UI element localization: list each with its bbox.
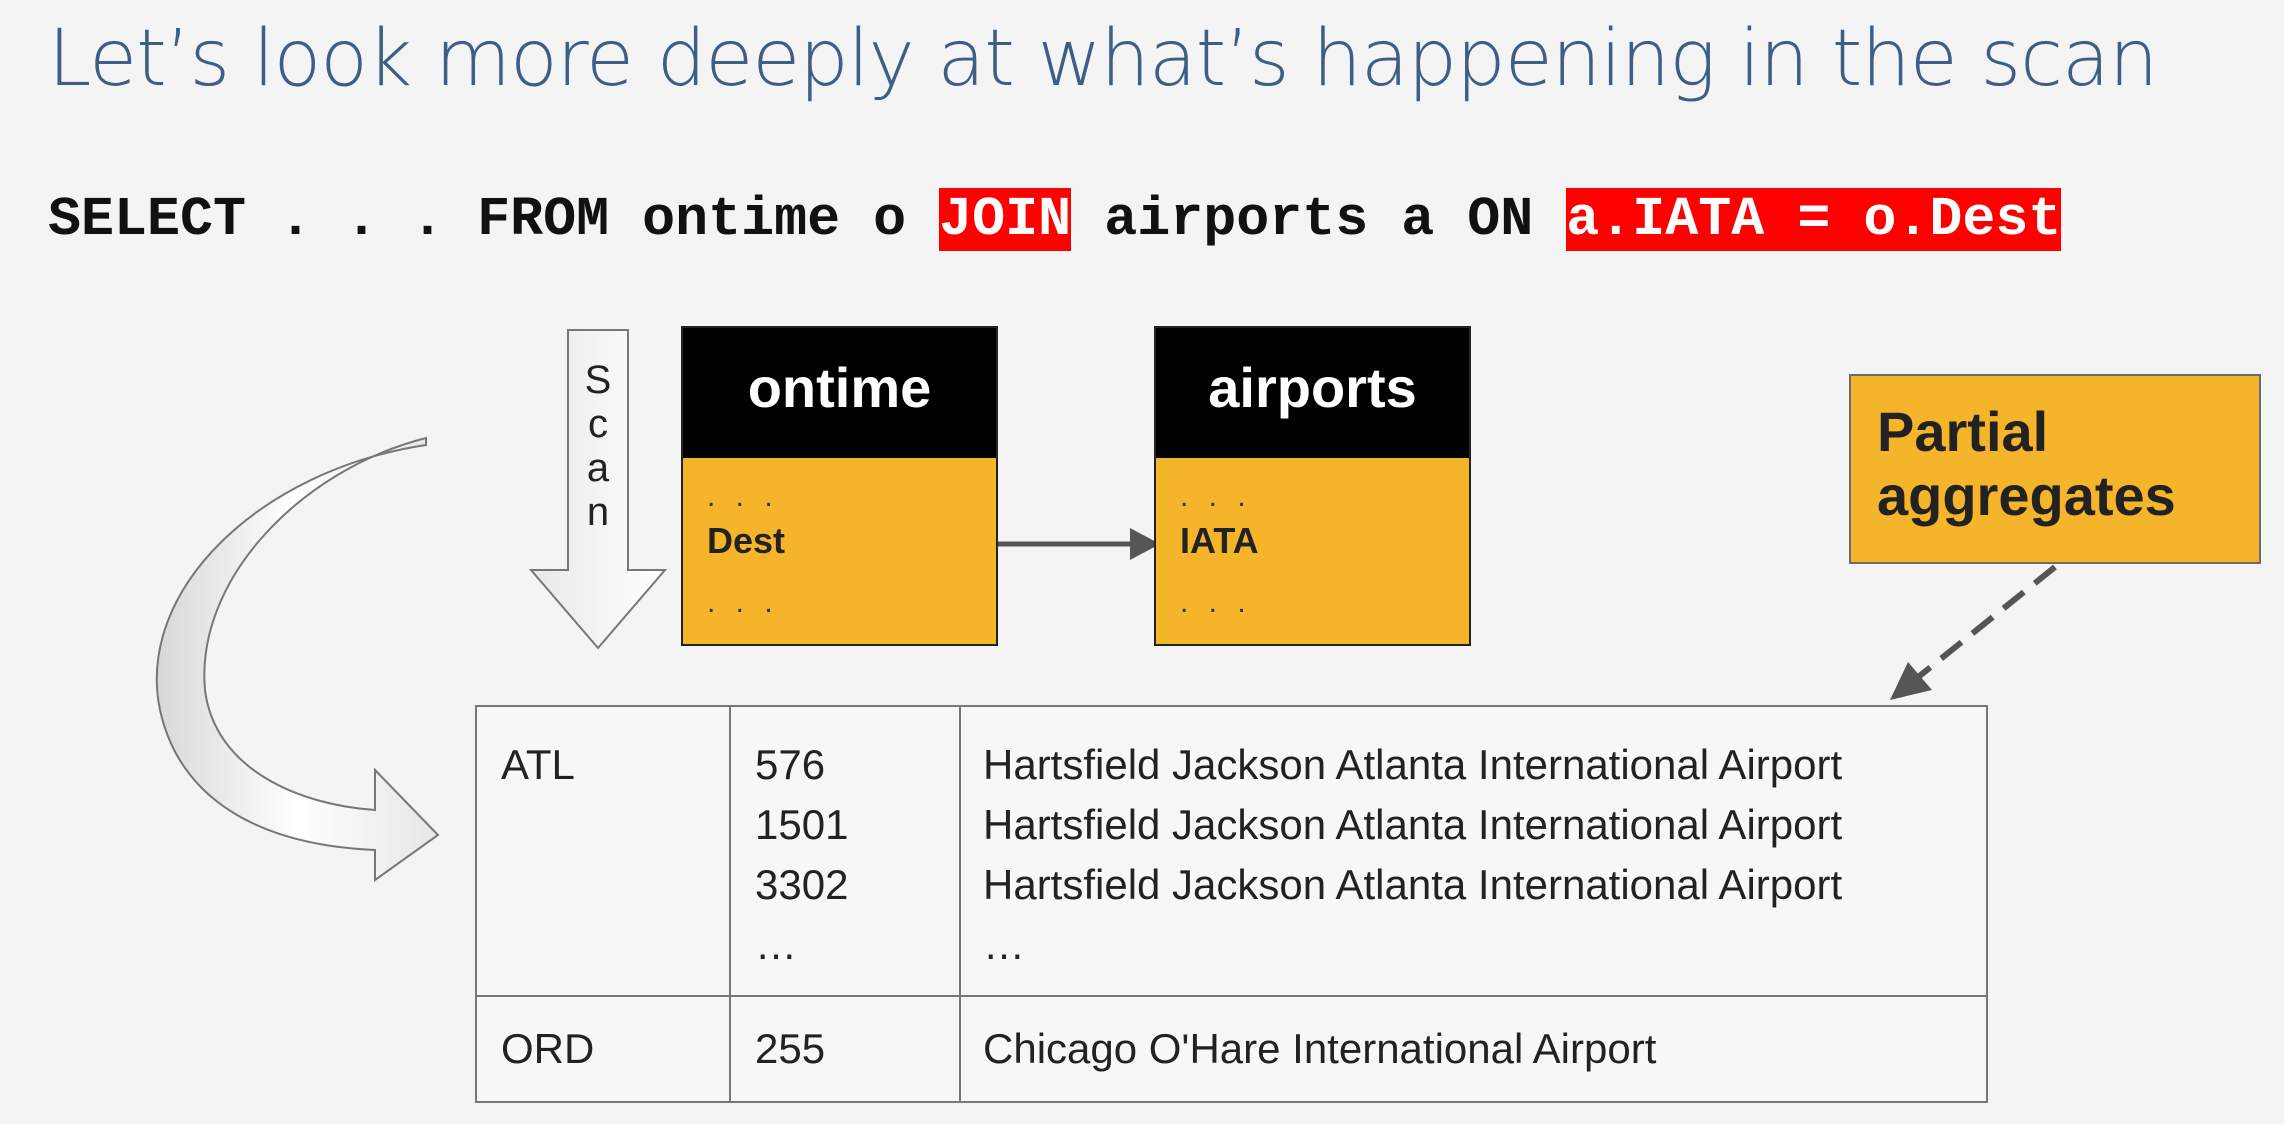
airports-dots-bottom: . . .: [1180, 586, 1252, 619]
scan-letter: n: [586, 490, 610, 534]
partial-aggregates-line2: aggregates: [1877, 464, 2176, 527]
table-row: ORD 255 Chicago O'Hare International Air…: [475, 995, 1988, 1103]
flight-ids-cell: 255: [729, 995, 961, 1103]
ontime-dots-top: . . .: [707, 480, 779, 513]
airports-table-body: . . . IATA . . .: [1156, 458, 1469, 644]
partial-aggregates-box: Partial aggregates: [1849, 374, 2261, 564]
ontime-dots-bottom: . . .: [707, 586, 779, 619]
airports-dots-top: . . .: [1180, 480, 1252, 513]
ontime-field-dest: Dest: [707, 520, 786, 561]
flight-id: 1501: [755, 801, 849, 848]
airport-code-cell: ATL: [475, 705, 731, 997]
ontime-table: ontime . . . Dest . . .: [681, 326, 998, 646]
sql-query: SELECT . . . FROM ontime o JOIN airports…: [48, 182, 2062, 258]
airport-name-ellipsis: …: [983, 921, 1025, 968]
scan-letter: c: [588, 402, 608, 446]
scan-arrow-icon: [528, 329, 668, 650]
sql-join-highlight: JOIN: [939, 188, 1072, 251]
sql-condition-highlight: a.IATA = o.Dest: [1566, 188, 2062, 251]
flight-id: 3302: [755, 861, 849, 908]
sql-airports-on: airports a ON: [1071, 188, 1567, 251]
partial-aggregates-line1: Partial: [1877, 400, 2049, 463]
flight-id: 576: [755, 741, 826, 788]
arrow-right-icon: [1130, 528, 1160, 560]
sql-select-from: SELECT . . . FROM ontime o: [48, 188, 940, 251]
airport-name: Chicago O'Hare International Airport: [983, 1025, 1657, 1072]
ontime-table-header: ontime: [683, 328, 996, 458]
join-result-table: ATL 576 1501 3302 … Hartsfield Jackson A…: [475, 705, 1988, 1103]
dashed-arrow-head-icon: [1890, 662, 1932, 700]
scan-letter: S: [584, 358, 612, 402]
airports-table: airports . . . IATA . . .: [1154, 326, 1471, 646]
scan-label: S c a n: [583, 358, 613, 534]
airport-name: Hartsfield Jackson Atlanta International…: [983, 861, 1843, 908]
slide-title: Let’s look more deeply at what’s happeni…: [48, 14, 2158, 104]
airports-table-header: airports: [1156, 328, 1469, 458]
airport-names-cell: Chicago O'Hare International Airport: [959, 995, 1988, 1103]
airport-name: Hartsfield Jackson Atlanta International…: [983, 801, 1843, 848]
ontime-table-body: . . . Dest . . .: [683, 458, 996, 644]
airport-names-cell: Hartsfield Jackson Atlanta International…: [959, 705, 1988, 997]
airport-code-cell: ORD: [475, 995, 731, 1103]
flight-id-ellipsis: …: [755, 921, 797, 968]
airports-field-iata: IATA: [1180, 520, 1259, 561]
scan-letter: a: [586, 446, 610, 490]
flight-id: 255: [755, 1025, 826, 1072]
table-row: ATL 576 1501 3302 … Hartsfield Jackson A…: [475, 705, 1988, 997]
airport-name: Hartsfield Jackson Atlanta International…: [983, 741, 1843, 788]
flight-ids-cell: 576 1501 3302 …: [729, 705, 961, 997]
curved-arrow-icon: [155, 436, 440, 882]
